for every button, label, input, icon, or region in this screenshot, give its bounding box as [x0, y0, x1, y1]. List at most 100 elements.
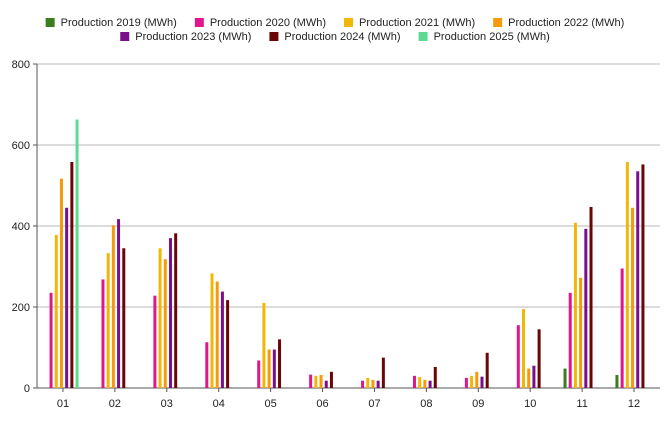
legend-label: Production 2025 (MWh) — [434, 31, 550, 43]
legend: Production 2019 (MWh) Production 2020 (MW… — [45, 17, 624, 43]
bar-12-series-2 — [625, 162, 629, 388]
legend-label: Production 2021 (MWh) — [359, 17, 475, 29]
bar-10-series-1 — [516, 325, 520, 388]
bar-03-series-4 — [168, 238, 172, 388]
bar-06-series-4 — [324, 380, 328, 388]
legend-swatch — [45, 18, 55, 27]
bar-06-series-2 — [314, 375, 318, 388]
legend-label: Production 2024 (MWh) — [284, 31, 400, 43]
x-tick-label: 05 — [265, 398, 277, 410]
x-tick-label: 11 — [576, 398, 587, 410]
bar-05-series-3 — [267, 349, 271, 388]
bar-06-series-5 — [329, 371, 333, 388]
bar-01-series-6 — [75, 119, 79, 389]
bar-08-series-5 — [433, 366, 437, 388]
bar-11-series-4 — [584, 228, 588, 388]
bar-04-series-4 — [220, 291, 224, 388]
bar-09-series-1 — [464, 377, 468, 388]
bar-07-series-4 — [376, 380, 380, 388]
x-tick-label: 07 — [368, 398, 380, 410]
bar-05-series-5 — [278, 339, 282, 388]
bar-11-series-1 — [568, 292, 572, 388]
bar-04-series-1 — [205, 342, 209, 388]
bar-12-series-3 — [631, 207, 635, 388]
x-tick-label: 10 — [524, 398, 536, 410]
bar-09-series-3 — [475, 371, 479, 388]
bar-01-series-5 — [70, 162, 74, 388]
bars — [49, 119, 645, 389]
bar-12-series-0 — [615, 375, 619, 388]
x-tick-label: 04 — [213, 398, 225, 410]
legend-swatch — [493, 18, 503, 27]
bar-07-series-1 — [361, 380, 365, 388]
bar-12-series-4 — [636, 171, 640, 388]
bar-08-series-3 — [423, 379, 427, 388]
bar-08-series-2 — [418, 377, 422, 388]
bar-01-series-1 — [49, 292, 53, 388]
x-tick-label: 01 — [57, 398, 69, 410]
x-tick-label: 03 — [161, 398, 173, 410]
bar-04-series-2 — [210, 273, 214, 388]
bar-11-series-3 — [579, 277, 583, 388]
gridlines — [37, 63, 660, 389]
bar-03-series-1 — [153, 295, 157, 388]
x-tick-label: 06 — [316, 398, 328, 410]
x-tick-label: 12 — [628, 398, 640, 410]
legend-swatch — [120, 32, 130, 41]
bar-11-series-5 — [589, 206, 593, 388]
bar-07-series-3 — [371, 379, 375, 388]
bar-02-series-3 — [111, 225, 115, 388]
bar-05-series-1 — [257, 360, 261, 388]
bar-05-series-4 — [272, 349, 276, 388]
bar-11-series-0 — [563, 368, 567, 388]
bar-01-series-2 — [54, 234, 58, 388]
y-tick-label: 0 — [24, 383, 30, 395]
y-tick-label: 600 — [12, 140, 30, 152]
bar-01-series-3 — [59, 178, 63, 388]
bar-02-series-1 — [101, 279, 105, 388]
legend-swatch — [344, 18, 353, 27]
axes: 0 200 400 600 800 01 02 03 04 05 06 07 08 09 10 11 12 — [12, 59, 641, 410]
bar-12-series-1 — [620, 268, 624, 388]
legend-label: Production 2022 (MWh) — [508, 17, 624, 29]
bar-03-series-3 — [163, 259, 167, 388]
y-tick-label: 200 — [12, 302, 30, 314]
bar-07-series-5 — [381, 357, 385, 388]
bar-09-series-4 — [480, 376, 484, 388]
legend-label: Production 2023 (MWh) — [135, 31, 251, 43]
bar-02-series-4 — [117, 219, 121, 388]
bar-08-series-1 — [412, 375, 416, 388]
bar-07-series-2 — [366, 377, 370, 388]
y-tick-label: 800 — [12, 59, 30, 71]
bar-09-series-5 — [485, 352, 489, 388]
bar-09-series-2 — [470, 375, 474, 388]
bar-10-series-4 — [532, 365, 536, 388]
bar-08-series-4 — [428, 380, 432, 388]
x-tick-label: 08 — [420, 398, 432, 410]
bar-10-series-2 — [522, 309, 526, 388]
bar-04-series-3 — [215, 281, 219, 388]
bar-11-series-2 — [573, 222, 577, 388]
bar-02-series-5 — [122, 248, 126, 388]
x-tick-label: 02 — [109, 398, 121, 410]
bar-10-series-3 — [527, 368, 531, 388]
bar-04-series-5 — [226, 300, 230, 388]
bar-01-series-4 — [65, 207, 69, 388]
legend-label: Production 2020 (MWh) — [210, 17, 326, 29]
bar-05-series-2 — [262, 302, 266, 388]
bar-06-series-3 — [319, 375, 323, 388]
legend-swatch — [194, 18, 204, 27]
bar-06-series-1 — [309, 374, 313, 388]
legend-swatch — [418, 32, 428, 41]
bar-03-series-5 — [174, 233, 178, 388]
bar-02-series-2 — [106, 253, 110, 388]
x-tick-label: 09 — [472, 398, 484, 410]
y-tick-label: 400 — [12, 221, 30, 233]
legend-swatch — [269, 32, 279, 41]
bar-10-series-5 — [537, 329, 541, 388]
bar-12-series-5 — [641, 164, 645, 388]
bar-03-series-2 — [158, 248, 162, 388]
legend-label: Production 2019 (MWh) — [61, 17, 177, 29]
